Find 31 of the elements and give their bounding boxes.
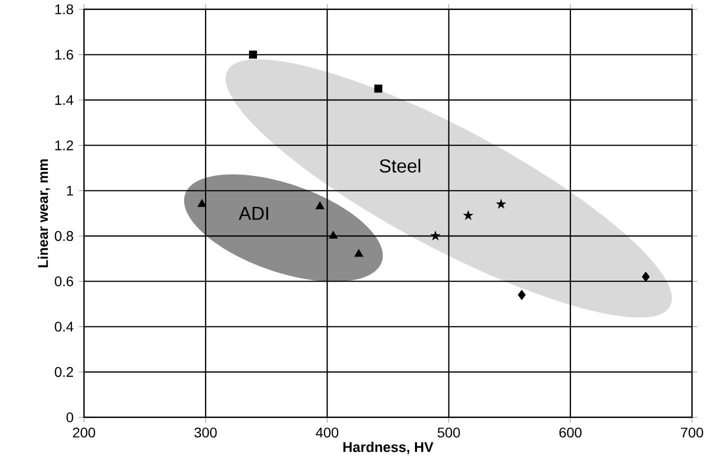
y-tick-label: 1.6	[55, 50, 74, 60]
annotation: Steel	[380, 158, 420, 173]
point	[328, 230, 338, 239]
y-tick-label: 0.8	[54, 231, 74, 241]
y-tick-label: 1	[67, 186, 74, 196]
y-tick-label: 1.8	[55, 4, 74, 14]
x-axis-title: Hardness, HV	[343, 442, 434, 454]
x-tick-label: 700	[681, 428, 704, 438]
x-tick-label: 300	[194, 428, 217, 438]
y-tick-label: 0.6	[54, 276, 74, 286]
point	[249, 50, 258, 59]
x-tick-label: 600	[559, 428, 582, 438]
point	[518, 290, 526, 300]
point	[462, 210, 474, 220]
y-tick-label: 1.2	[55, 140, 74, 150]
annotation: ADI	[238, 206, 268, 220]
point	[496, 198, 506, 209]
point	[430, 230, 441, 240]
y-tick-label: 1.4	[55, 95, 74, 105]
point	[374, 84, 382, 93]
x-tick-label: 200	[73, 428, 96, 438]
y-tick-label: 0.2	[54, 367, 74, 377]
point	[315, 201, 324, 210]
x-tick-label: 400	[316, 428, 338, 438]
point	[198, 199, 206, 207]
point	[354, 249, 364, 257]
point	[642, 272, 650, 282]
y-tick-label: 0.4	[54, 322, 74, 332]
y-tick-label: 0	[66, 412, 74, 422]
x-tick-label: 500	[438, 428, 460, 438]
y-axis-title: Linear wear, mm	[38, 159, 50, 268]
